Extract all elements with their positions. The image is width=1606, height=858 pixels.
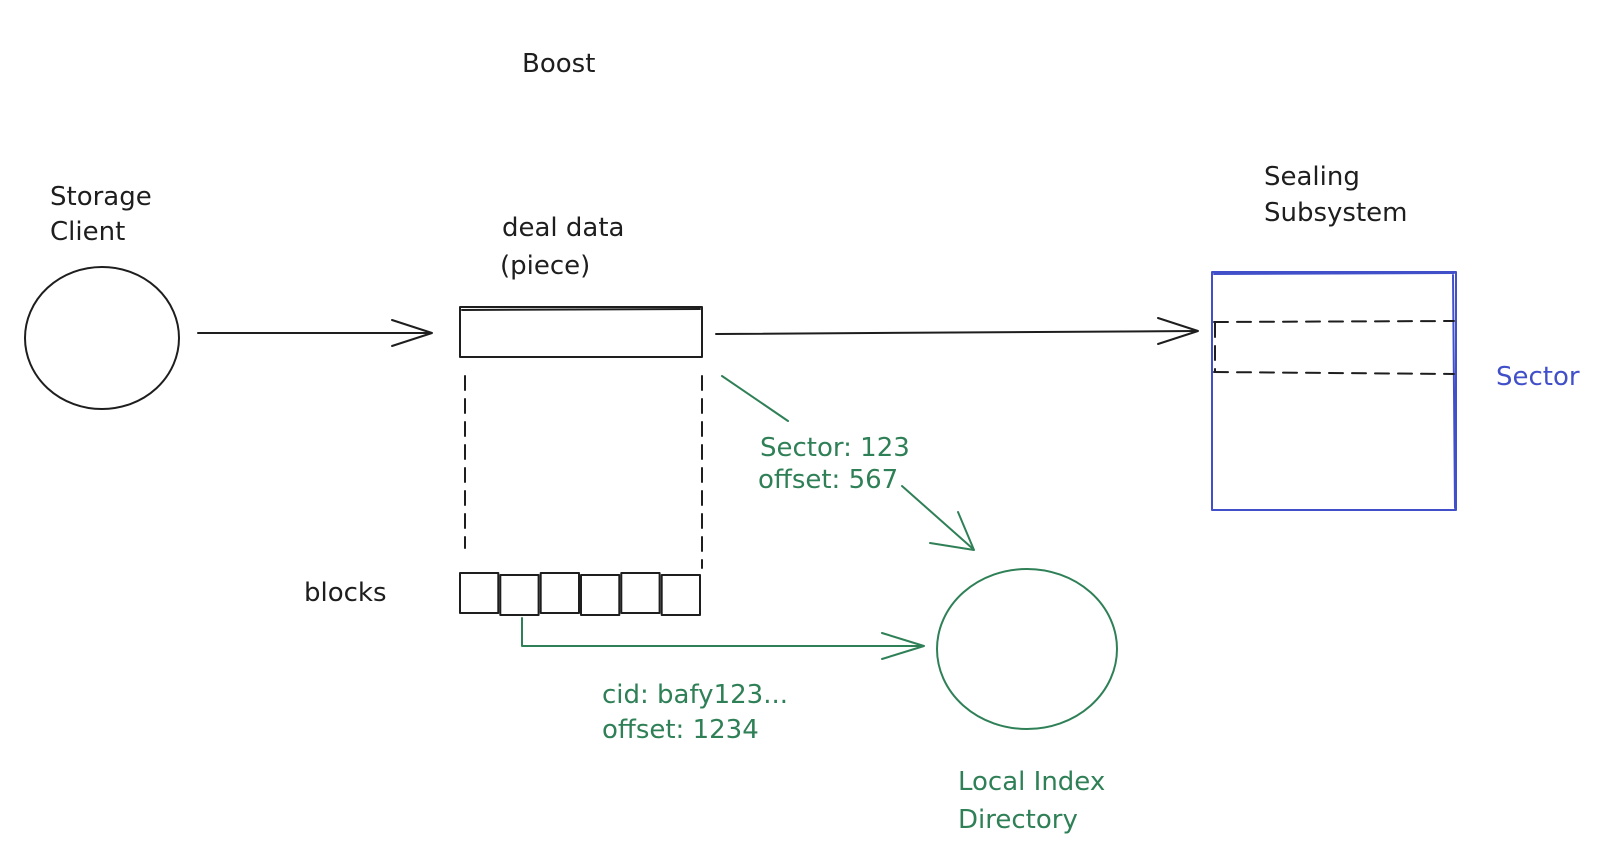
storage-client-label-line2: Client	[50, 217, 125, 247]
blocks-label: blocks	[304, 578, 387, 608]
local-index-directory-label-line1: Local Index	[958, 767, 1105, 797]
piece-to-lid-label-line2: offset: 567	[758, 465, 898, 495]
local-index-directory-node	[936, 568, 1118, 730]
blocks-to-lid-arrow	[521, 617, 923, 647]
piece-to-lid-arrow-end	[901, 485, 973, 549]
storage-client-label-line1: Storage	[50, 182, 152, 212]
client-to-piece-arrowhead	[391, 319, 433, 347]
piece-to-lid-label-line1: Sector: 123	[760, 433, 910, 463]
storage-client-node	[24, 266, 180, 410]
local-index-directory-label-line2: Directory	[958, 805, 1078, 835]
sealing-subsystem-label-line2: Subsystem	[1264, 198, 1407, 228]
blocks-to-lid-label-line1: cid: bafy123...	[602, 680, 788, 710]
piece-to-lid-arrow-start	[721, 375, 789, 422]
sealing-subsystem-box-inner	[1213, 272, 1456, 509]
sector-label: Sector	[1496, 362, 1580, 392]
piece-box-top-inner	[461, 308, 701, 311]
block-cell	[459, 572, 500, 614]
piece-to-lid-arrowhead	[929, 511, 975, 551]
blocks-to-lid-arrowhead	[881, 632, 925, 660]
block-cell	[499, 574, 540, 616]
deal-data-label-line2: (piece)	[500, 251, 590, 281]
blocks-to-lid-label-line2: offset: 1234	[602, 715, 759, 745]
block-cell	[539, 572, 581, 614]
blocks-row	[459, 572, 702, 616]
sector-slot-top	[1213, 320, 1455, 323]
sealing-subsystem-label-line1: Sealing	[1264, 162, 1360, 192]
deal-data-label-line1: deal data	[502, 213, 624, 243]
piece-to-sealing-arrowhead	[1157, 317, 1199, 345]
block-cell	[620, 572, 661, 614]
piece-box	[459, 306, 703, 358]
block-cell	[660, 574, 702, 616]
piece-to-sealing-arrow	[715, 330, 1197, 335]
block-cell	[580, 574, 621, 616]
diagram-title: Boost	[522, 49, 595, 79]
sealing-subsystem-box	[1211, 271, 1457, 511]
sector-slot-bottom	[1213, 371, 1455, 375]
